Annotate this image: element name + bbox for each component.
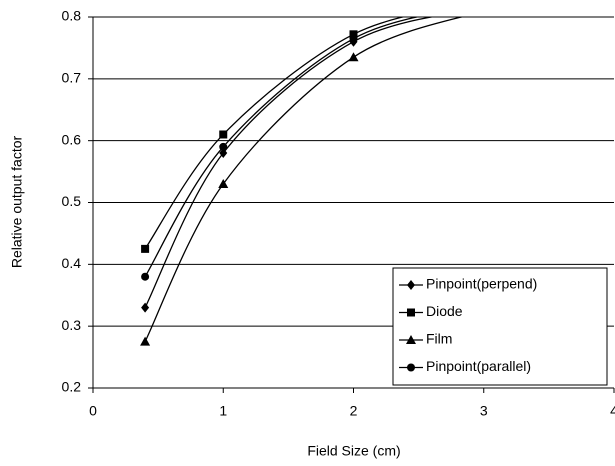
marker bbox=[141, 302, 150, 313]
y-tick-label: 0.3 bbox=[62, 317, 82, 333]
series-line bbox=[144, 17, 465, 342]
marker bbox=[407, 280, 415, 290]
marker bbox=[480, 3, 488, 13]
series-line bbox=[144, 17, 420, 278]
marker bbox=[140, 336, 151, 346]
y-tick-label: 0.7 bbox=[62, 70, 82, 86]
y-tick-label: 0.2 bbox=[62, 379, 82, 395]
legend-label: Diode bbox=[426, 303, 463, 319]
marker bbox=[480, 1, 488, 9]
series-line bbox=[144, 17, 435, 308]
legend-label: Film bbox=[426, 331, 452, 347]
x-tick-label: 1 bbox=[219, 403, 227, 419]
marker bbox=[479, 6, 489, 15]
x-tick-label: 0 bbox=[89, 403, 97, 419]
x-axis-title: Field Size (cm) bbox=[307, 443, 400, 459]
marker bbox=[480, 0, 488, 6]
plot-area bbox=[140, 0, 489, 346]
marker bbox=[219, 148, 228, 159]
marker bbox=[406, 335, 416, 344]
y-tick-label: 0.6 bbox=[62, 131, 82, 147]
marker bbox=[219, 130, 228, 139]
marker bbox=[407, 308, 415, 317]
marker bbox=[349, 34, 358, 43]
x-tick-label: 2 bbox=[350, 403, 358, 419]
marker bbox=[141, 272, 150, 281]
marker bbox=[407, 363, 415, 372]
y-tick-label: 0.4 bbox=[62, 255, 82, 271]
y-tick-label: 0.5 bbox=[62, 193, 82, 209]
marker bbox=[349, 30, 358, 39]
y-tick-label: 0.8 bbox=[62, 8, 82, 24]
marker bbox=[218, 178, 229, 188]
y-axis-title: Relative output factor bbox=[9, 136, 25, 269]
legend-label: Pinpoint(parallel) bbox=[426, 358, 531, 374]
series-line bbox=[144, 17, 406, 250]
legend-box bbox=[392, 267, 608, 386]
marker bbox=[219, 142, 228, 151]
x-tick-label: 3 bbox=[480, 403, 488, 419]
marker bbox=[348, 52, 359, 62]
x-tick-label: 4 bbox=[610, 403, 615, 419]
legend-label: Pinpoint(perpend) bbox=[426, 276, 537, 292]
marker bbox=[141, 244, 150, 253]
